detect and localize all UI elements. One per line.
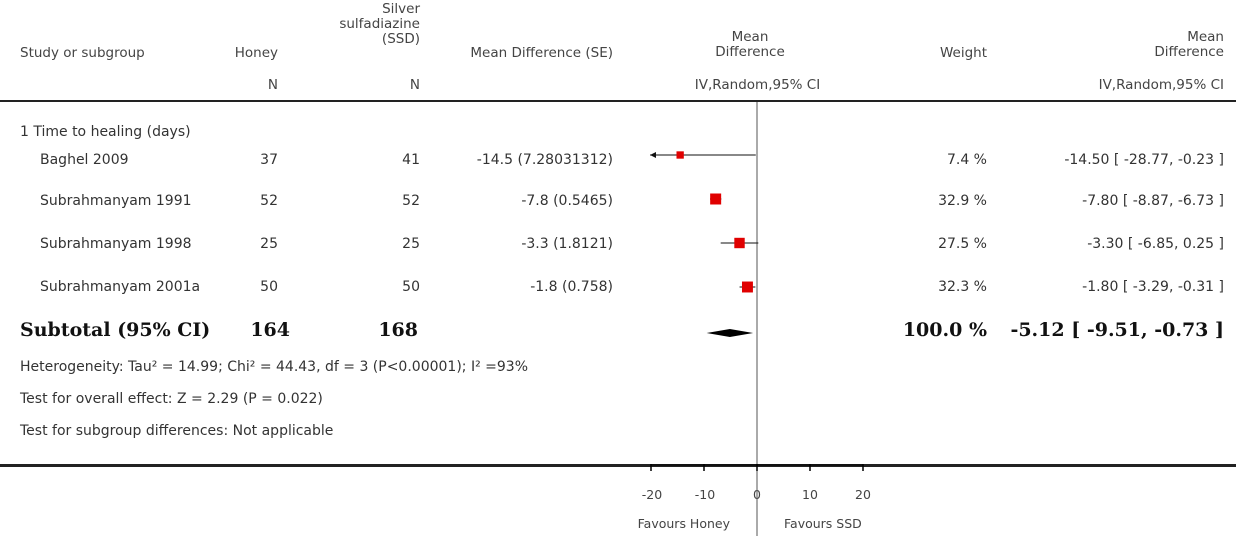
md-se: -1.8 (0.758) xyxy=(530,279,613,295)
point-estimate-marker xyxy=(734,237,745,249)
weight: 32.3 % xyxy=(938,279,987,295)
ssd-n: 52 xyxy=(402,193,420,209)
header-n-honey: N xyxy=(267,77,278,93)
header-md-col: Mean Difference xyxy=(1154,29,1224,60)
honey-n: 37 xyxy=(260,152,278,168)
md-se: -14.5 (7.28031312) xyxy=(476,152,613,168)
study-name: Subrahmanyam 1998 xyxy=(40,236,192,252)
ci: -1.80 [ -3.29, -0.31 ] xyxy=(1082,279,1224,295)
x-axis-tick-labels: -20 -10 0 10 20 xyxy=(610,487,871,503)
md-se: -3.3 (1.8121) xyxy=(521,236,613,252)
point-estimate-marker xyxy=(676,151,684,159)
header-md-se: Mean Difference (SE) xyxy=(470,45,613,61)
pooled-diamond xyxy=(706,329,754,337)
study-name: Baghel 2009 xyxy=(40,152,129,168)
ci: -3.30 [ -6.85, 0.25 ] xyxy=(1087,236,1224,252)
header-study: Study or subgroup xyxy=(20,45,145,61)
overall-effect-note: Test for overall effect: Z = 2.29 (P = 0… xyxy=(20,391,323,407)
subtotal-label: Subtotal (95% CI) xyxy=(20,319,211,341)
favours-right-label: Favours SSD xyxy=(784,516,862,531)
study-name: Subrahmanyam 1991 xyxy=(40,193,192,209)
weight: 7.4 % xyxy=(946,152,987,168)
ci: -7.80 [ -8.87, -6.73 ] xyxy=(1082,193,1224,209)
point-estimate-marker xyxy=(710,193,722,205)
tick-label: 10 xyxy=(802,487,818,502)
subtotal-honey-n: 164 xyxy=(250,319,290,341)
header-weight: Weight xyxy=(939,45,987,61)
subgroup-label: 1 Time to healing (days) xyxy=(20,124,191,140)
weight: 32.9 % xyxy=(938,193,987,209)
header-honey: Honey xyxy=(234,45,278,61)
subtotal-weight: 100.0 % xyxy=(902,319,987,341)
subtotal-ssd-n: 168 xyxy=(378,319,418,341)
weight: 27.5 % xyxy=(938,236,987,252)
header-rule xyxy=(0,100,1236,102)
tick-label: 20 xyxy=(855,487,871,502)
header-n-ssd: N xyxy=(409,77,420,93)
tick-label: -10 xyxy=(694,487,716,502)
favours-left-label: Favours Honey xyxy=(637,516,730,531)
header-md-plot: Mean Difference xyxy=(715,29,785,60)
honey-n: 25 xyxy=(260,236,278,252)
header-method-plot: IV,Random,95% CI xyxy=(694,77,821,93)
header-ssd: Silver sulfadiazine (SSD) xyxy=(339,1,420,47)
tick-label: -20 xyxy=(641,487,663,502)
subgroup-diff-note: Test for subgroup differences: Not appli… xyxy=(20,423,334,439)
study-name: Subrahmanyam 2001a xyxy=(40,279,201,295)
footer-rule xyxy=(0,464,1236,467)
honey-n: 50 xyxy=(260,279,278,295)
honey-n: 52 xyxy=(260,193,278,209)
md-se: -7.8 (0.5465) xyxy=(521,193,613,209)
heterogeneity-note: Heterogeneity: Tau² = 14.99; Chi² = 44.4… xyxy=(20,359,528,375)
ci-arrow xyxy=(650,152,656,158)
ssd-n: 25 xyxy=(402,236,420,252)
ci: -14.50 [ -28.77, -0.23 ] xyxy=(1064,152,1224,168)
header-method-col: IV,Random,95% CI xyxy=(1098,77,1224,93)
ssd-n: 41 xyxy=(402,152,420,168)
point-estimate-marker xyxy=(741,281,753,293)
ssd-n: 50 xyxy=(402,279,420,295)
subtotal-ci: -5.12 [ -9.51, -0.73 ] xyxy=(1010,319,1224,341)
